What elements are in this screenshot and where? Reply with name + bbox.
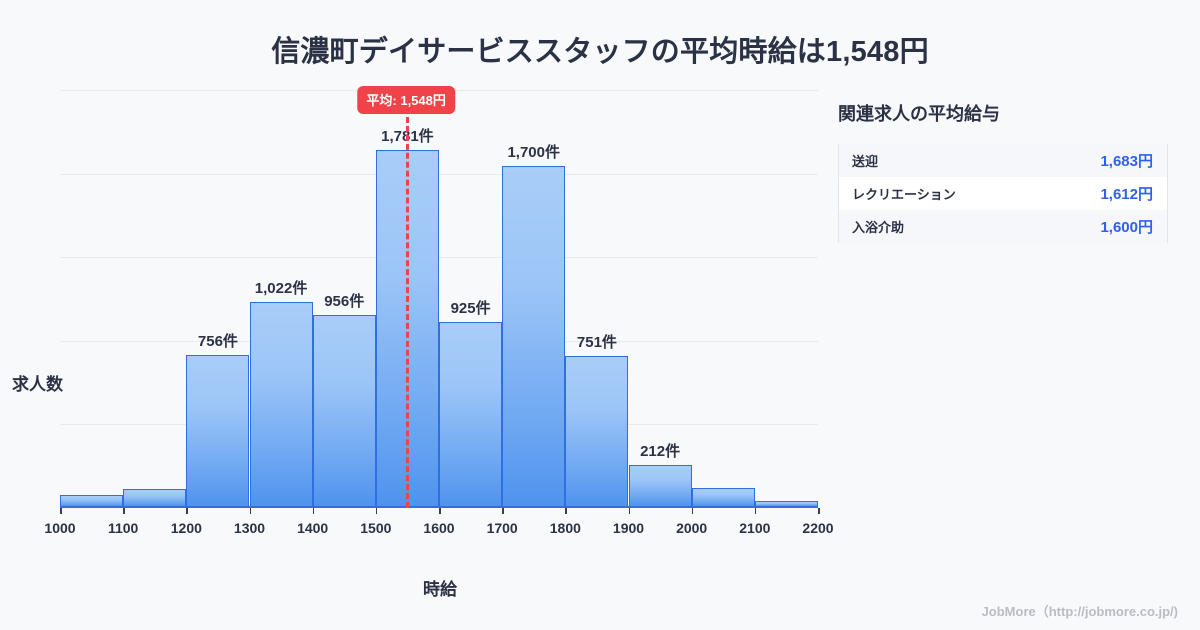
x-tick [186, 508, 188, 514]
gridline [60, 173, 818, 175]
chart-plot-area: 求人数 時給 756件 1,022件 956件 1,781件 925件 1,700件 751… [0, 86, 834, 600]
average-line [406, 108, 410, 508]
average-badge: 平均: 1,548円 [357, 86, 455, 114]
histogram: 756件 1,022件 956件 1,781件 925件 1,700件 751件 212件 1… [44, 86, 834, 536]
histogram-bar [691, 487, 755, 507]
x-tick-label: 2100 [739, 520, 771, 536]
x-axis-line [60, 506, 818, 508]
row-label: 送迎 [852, 154, 879, 169]
x-tick-label: 1100 [107, 520, 139, 536]
x-tick [123, 508, 125, 514]
histogram-bar [249, 302, 313, 507]
histogram-bar [123, 488, 187, 507]
x-tick-label: 1600 [423, 520, 455, 536]
row-label: レクリエーション [852, 187, 956, 202]
bar-value-label: 212件 [640, 442, 681, 460]
x-tick-label: 2000 [676, 520, 708, 536]
x-tick [312, 508, 315, 514]
row-value: 1,683円 [1100, 153, 1153, 170]
histogram-bar [628, 464, 692, 507]
histogram-bar [439, 321, 503, 507]
x-tick [818, 508, 820, 514]
x-tick [249, 508, 251, 514]
sidebar-title: 関連求人の平均給与 [838, 104, 1000, 124]
x-tick-label: 1800 [549, 520, 581, 536]
x-tick-label: 1700 [486, 520, 518, 536]
x-tick-label: 1400 [297, 520, 329, 536]
x-axis-title: 時給 [423, 580, 457, 599]
x-tick [439, 508, 441, 514]
histogram-bar [502, 166, 566, 507]
x-tick [375, 508, 378, 514]
x-tick-label: 2200 [802, 520, 834, 536]
related-salary-table: 送迎 1,683円レクリエーション 1,612円入浴介助 1,600円 [838, 144, 1168, 243]
x-tick [502, 508, 504, 514]
y-axis-title: 求人数 [12, 375, 63, 394]
x-tick [691, 508, 694, 514]
row-value: 1,600円 [1100, 219, 1153, 236]
table-row: レクリエーション 1,612円 [839, 177, 1167, 210]
bar-value-label: 925件 [450, 299, 491, 317]
x-tick-label: 1200 [170, 520, 202, 536]
page-title: 信濃町デイサービススタッフの平均時給は1,548円 [271, 36, 929, 68]
bar-value-label: 956件 [324, 293, 365, 311]
bar-value-label: 1,700件 [507, 144, 560, 162]
histogram-bar [565, 356, 629, 507]
x-tick [565, 508, 567, 514]
x-tick [60, 508, 62, 514]
x-tick-label: 1300 [233, 520, 266, 536]
x-tick-label: 1900 [612, 520, 645, 536]
bar-value-label: 756件 [197, 333, 238, 351]
row-value: 1,612円 [1100, 186, 1153, 203]
x-tick-label: 1000 [44, 520, 76, 536]
row-label: 入浴介助 [852, 220, 905, 235]
x-tick-label: 1500 [360, 520, 392, 536]
histogram-bar [186, 355, 250, 507]
table-row: 入浴介助 1,600円 [839, 210, 1167, 243]
bar-value-label: 751件 [576, 334, 617, 352]
related-salary-panel: 関連求人の平均給与 送迎 1,683円レクリエーション 1,612円入浴介助 1,60… [838, 100, 1168, 243]
histogram-bar [312, 315, 376, 507]
x-tick [628, 508, 630, 514]
footer-watermark: JobMore（http://jobmore.co.jp/) [981, 604, 1178, 619]
gridline [60, 257, 818, 259]
x-tick [754, 508, 757, 514]
bar-value-label: 1,022件 [254, 280, 308, 298]
table-row: 送迎 1,683円 [839, 144, 1167, 177]
